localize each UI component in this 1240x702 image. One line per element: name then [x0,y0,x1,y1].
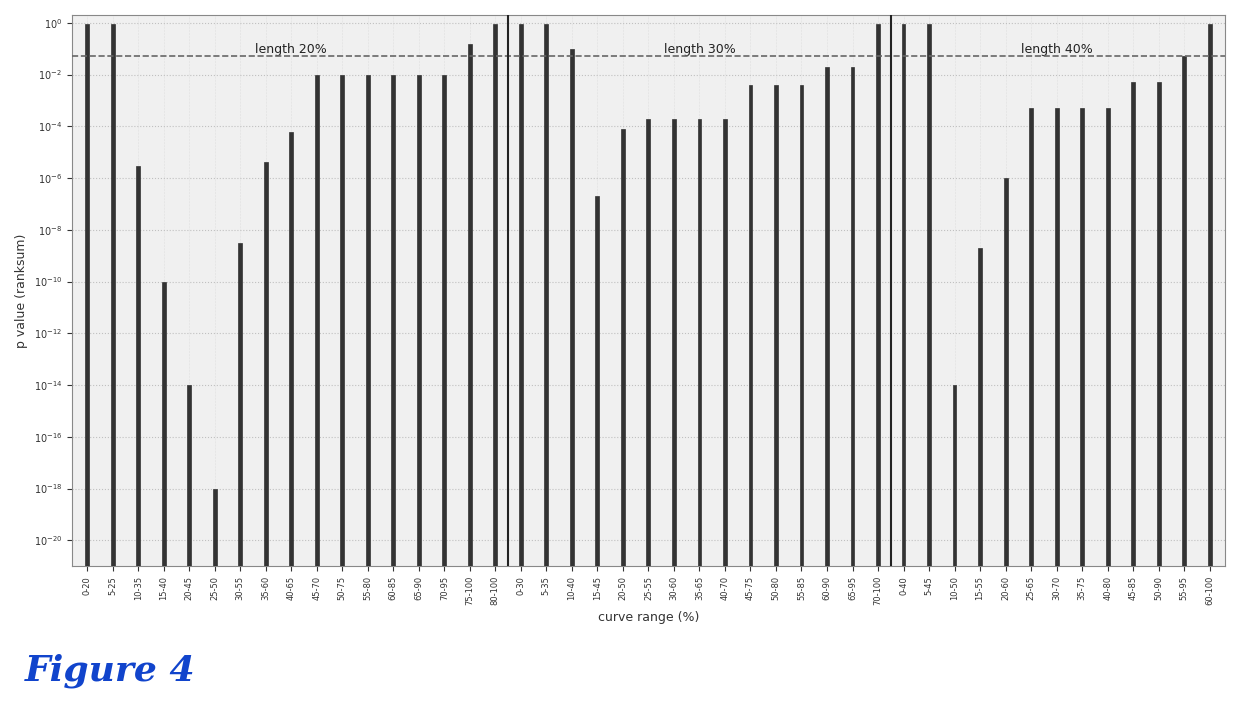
Bar [698,119,702,702]
Bar [1182,56,1187,702]
Y-axis label: p value (ranksum): p value (ranksum) [15,233,29,347]
Bar [443,74,446,702]
Bar [1055,108,1059,702]
Bar [901,24,905,702]
Bar [672,119,676,702]
Bar [774,85,777,702]
Bar [136,166,140,702]
Bar [646,119,650,702]
Bar [749,85,753,702]
Bar [978,248,982,702]
Bar [825,67,828,702]
Bar [1208,24,1211,702]
Text: Figure 4: Figure 4 [25,654,196,688]
Bar [621,128,625,702]
Text: length 30%: length 30% [663,43,735,55]
Bar [1106,108,1110,702]
Bar [366,74,370,702]
Bar [161,282,166,702]
Bar [340,74,345,702]
Bar [392,74,396,702]
Bar [851,67,854,702]
Bar [877,24,880,702]
Bar [952,385,956,702]
Bar [1131,82,1135,702]
Bar [494,24,497,702]
Bar [213,489,217,702]
Bar [86,24,89,702]
Bar [187,385,191,702]
Bar [1003,178,1008,702]
Bar [467,44,471,702]
Bar [1029,108,1033,702]
Bar [110,24,114,702]
Bar [289,132,293,702]
Text: length 40%: length 40% [1021,43,1092,55]
Bar [238,244,242,702]
Bar [518,24,523,702]
Bar [544,24,548,702]
Bar [264,162,268,702]
X-axis label: curve range (%): curve range (%) [598,611,699,624]
Bar [315,74,319,702]
Text: length 20%: length 20% [255,43,327,55]
Bar [570,48,574,702]
Bar [595,196,599,702]
Bar [1080,108,1084,702]
Bar [1157,82,1161,702]
Bar [800,85,804,702]
Bar [928,24,931,702]
Bar [723,119,727,702]
Bar [417,74,420,702]
